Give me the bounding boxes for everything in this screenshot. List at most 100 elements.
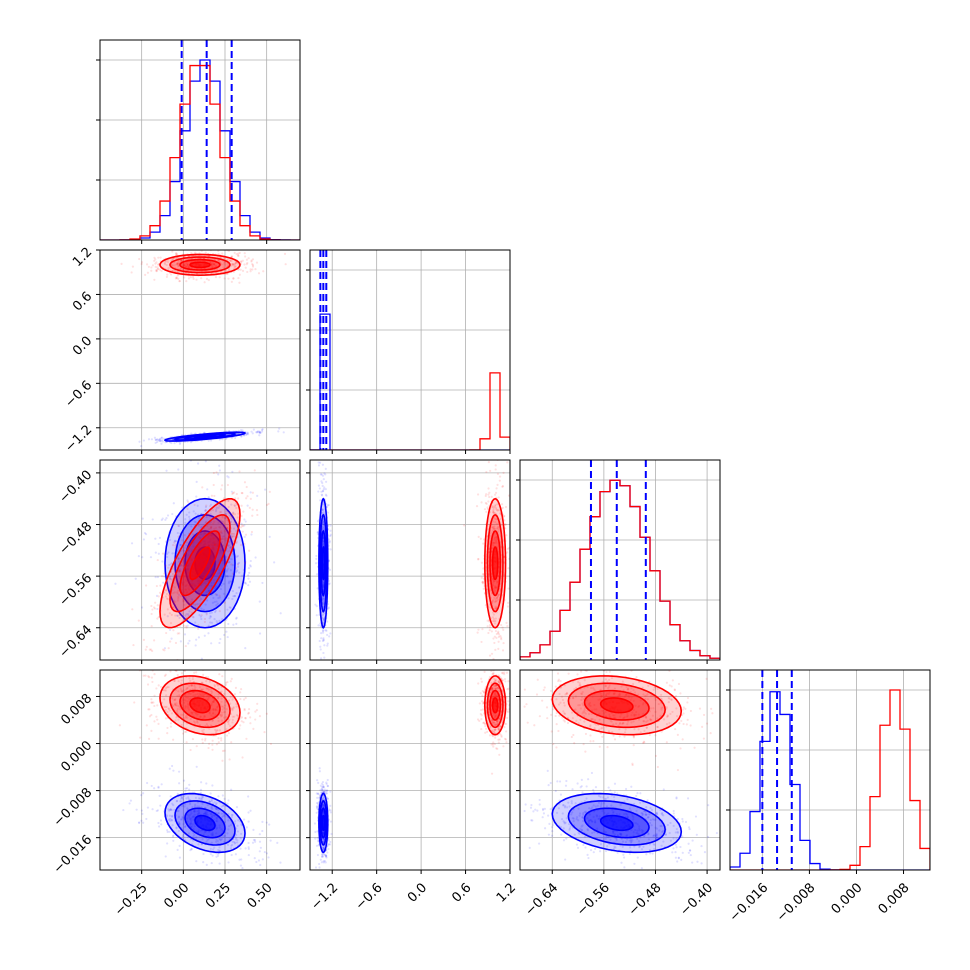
scatter-point [245, 826, 248, 829]
contour-red-1 [489, 530, 502, 597]
scatter-point [213, 494, 216, 498]
scatter-point [222, 522, 226, 525]
scatter-point [197, 516, 201, 520]
scatter-point [227, 561, 230, 564]
scatter-point [322, 638, 325, 641]
scatter-point [209, 614, 212, 618]
scatter-point [189, 679, 192, 682]
scatter-point [215, 816, 218, 820]
scatter-point [268, 823, 271, 826]
scatter-point [188, 684, 191, 688]
scatter-point [177, 589, 180, 592]
scatter-point [227, 476, 230, 479]
scatter-point [252, 727, 255, 730]
scatter-point [239, 691, 242, 694]
scatter-point [210, 798, 213, 801]
scatter-point [493, 527, 496, 530]
scatter-point [190, 819, 193, 823]
scatter-point [203, 831, 206, 834]
scatter-point [193, 833, 196, 837]
scatter-point [159, 804, 162, 807]
scatter-point [316, 531, 319, 534]
scatter-point [197, 545, 200, 549]
scatter-point [484, 501, 487, 505]
scatter-point [165, 275, 169, 278]
scatter-point [268, 535, 271, 538]
scatter-point [198, 580, 201, 583]
scatter-point [321, 597, 325, 600]
scatter-point [220, 545, 223, 548]
scatter-point [166, 555, 169, 559]
scatter-point [486, 506, 489, 509]
scatter-point [210, 812, 213, 816]
scatter-point [322, 812, 325, 815]
scatter-point [210, 714, 213, 717]
scatter-point [493, 512, 496, 515]
y-tick-label: 0.008 [58, 691, 95, 728]
scatter-point [191, 815, 195, 818]
scatter-point [178, 576, 182, 579]
scatter-point [169, 269, 172, 272]
scatter-point [231, 535, 234, 539]
scatter-point [127, 685, 129, 687]
scatter-point [242, 721, 245, 724]
scatter-point [217, 848, 220, 852]
scatter-point [494, 648, 497, 651]
scatter-point [173, 702, 177, 705]
scatter-point [212, 848, 215, 851]
scatter-point [496, 595, 499, 598]
scatter-point [235, 262, 238, 265]
scatter-point [197, 695, 200, 698]
scatter-point [214, 713, 217, 716]
scatter-point [498, 479, 501, 482]
scatter-point [246, 270, 249, 274]
scatter-point [179, 568, 182, 571]
scatter-point [316, 830, 319, 833]
scatter-point [213, 543, 216, 546]
scatter-point [278, 427, 281, 430]
scatter-point [493, 600, 497, 604]
scatter-point [230, 563, 233, 566]
scatter-point [217, 473, 220, 476]
scatter-point [201, 871, 203, 873]
scatter-point [322, 803, 325, 806]
scatter-point [192, 583, 196, 586]
scatter-point [217, 795, 220, 798]
scatter-point [322, 637, 325, 640]
scatter-point [220, 584, 223, 587]
scatter-point [207, 543, 210, 547]
scatter-point [245, 485, 248, 489]
scatter-point [186, 564, 189, 567]
scatter-point [322, 848, 325, 851]
scatter-point [317, 484, 321, 487]
scatter-point [183, 576, 187, 579]
scatter-point [173, 603, 176, 606]
scatter-point [216, 854, 220, 857]
scatter-point [192, 827, 195, 831]
scatter-point [497, 635, 501, 638]
scatter-point [216, 572, 219, 576]
scatter-point [185, 544, 188, 547]
scatter-point [216, 684, 219, 687]
scatter-point [172, 606, 175, 609]
scatter-point [210, 611, 213, 614]
scatter-point [221, 520, 225, 523]
scatter-point [199, 536, 202, 539]
scatter-point [217, 716, 220, 720]
scatter-point [244, 847, 247, 850]
scatter-point [206, 724, 209, 728]
scatter-point [208, 695, 211, 698]
scatter-point [219, 551, 223, 554]
contour-blue-3 [318, 497, 329, 629]
scatter-point [172, 629, 175, 632]
scatter-point [244, 582, 248, 585]
scatter-point [254, 556, 257, 559]
scatter-point [180, 796, 183, 799]
scatter-point [183, 590, 186, 593]
scatter-point [218, 596, 222, 599]
scatter-point [120, 262, 123, 265]
scatter-point [315, 792, 318, 795]
scatter-point [322, 511, 325, 514]
scatter-point [216, 820, 219, 823]
scatter-point [128, 802, 131, 805]
